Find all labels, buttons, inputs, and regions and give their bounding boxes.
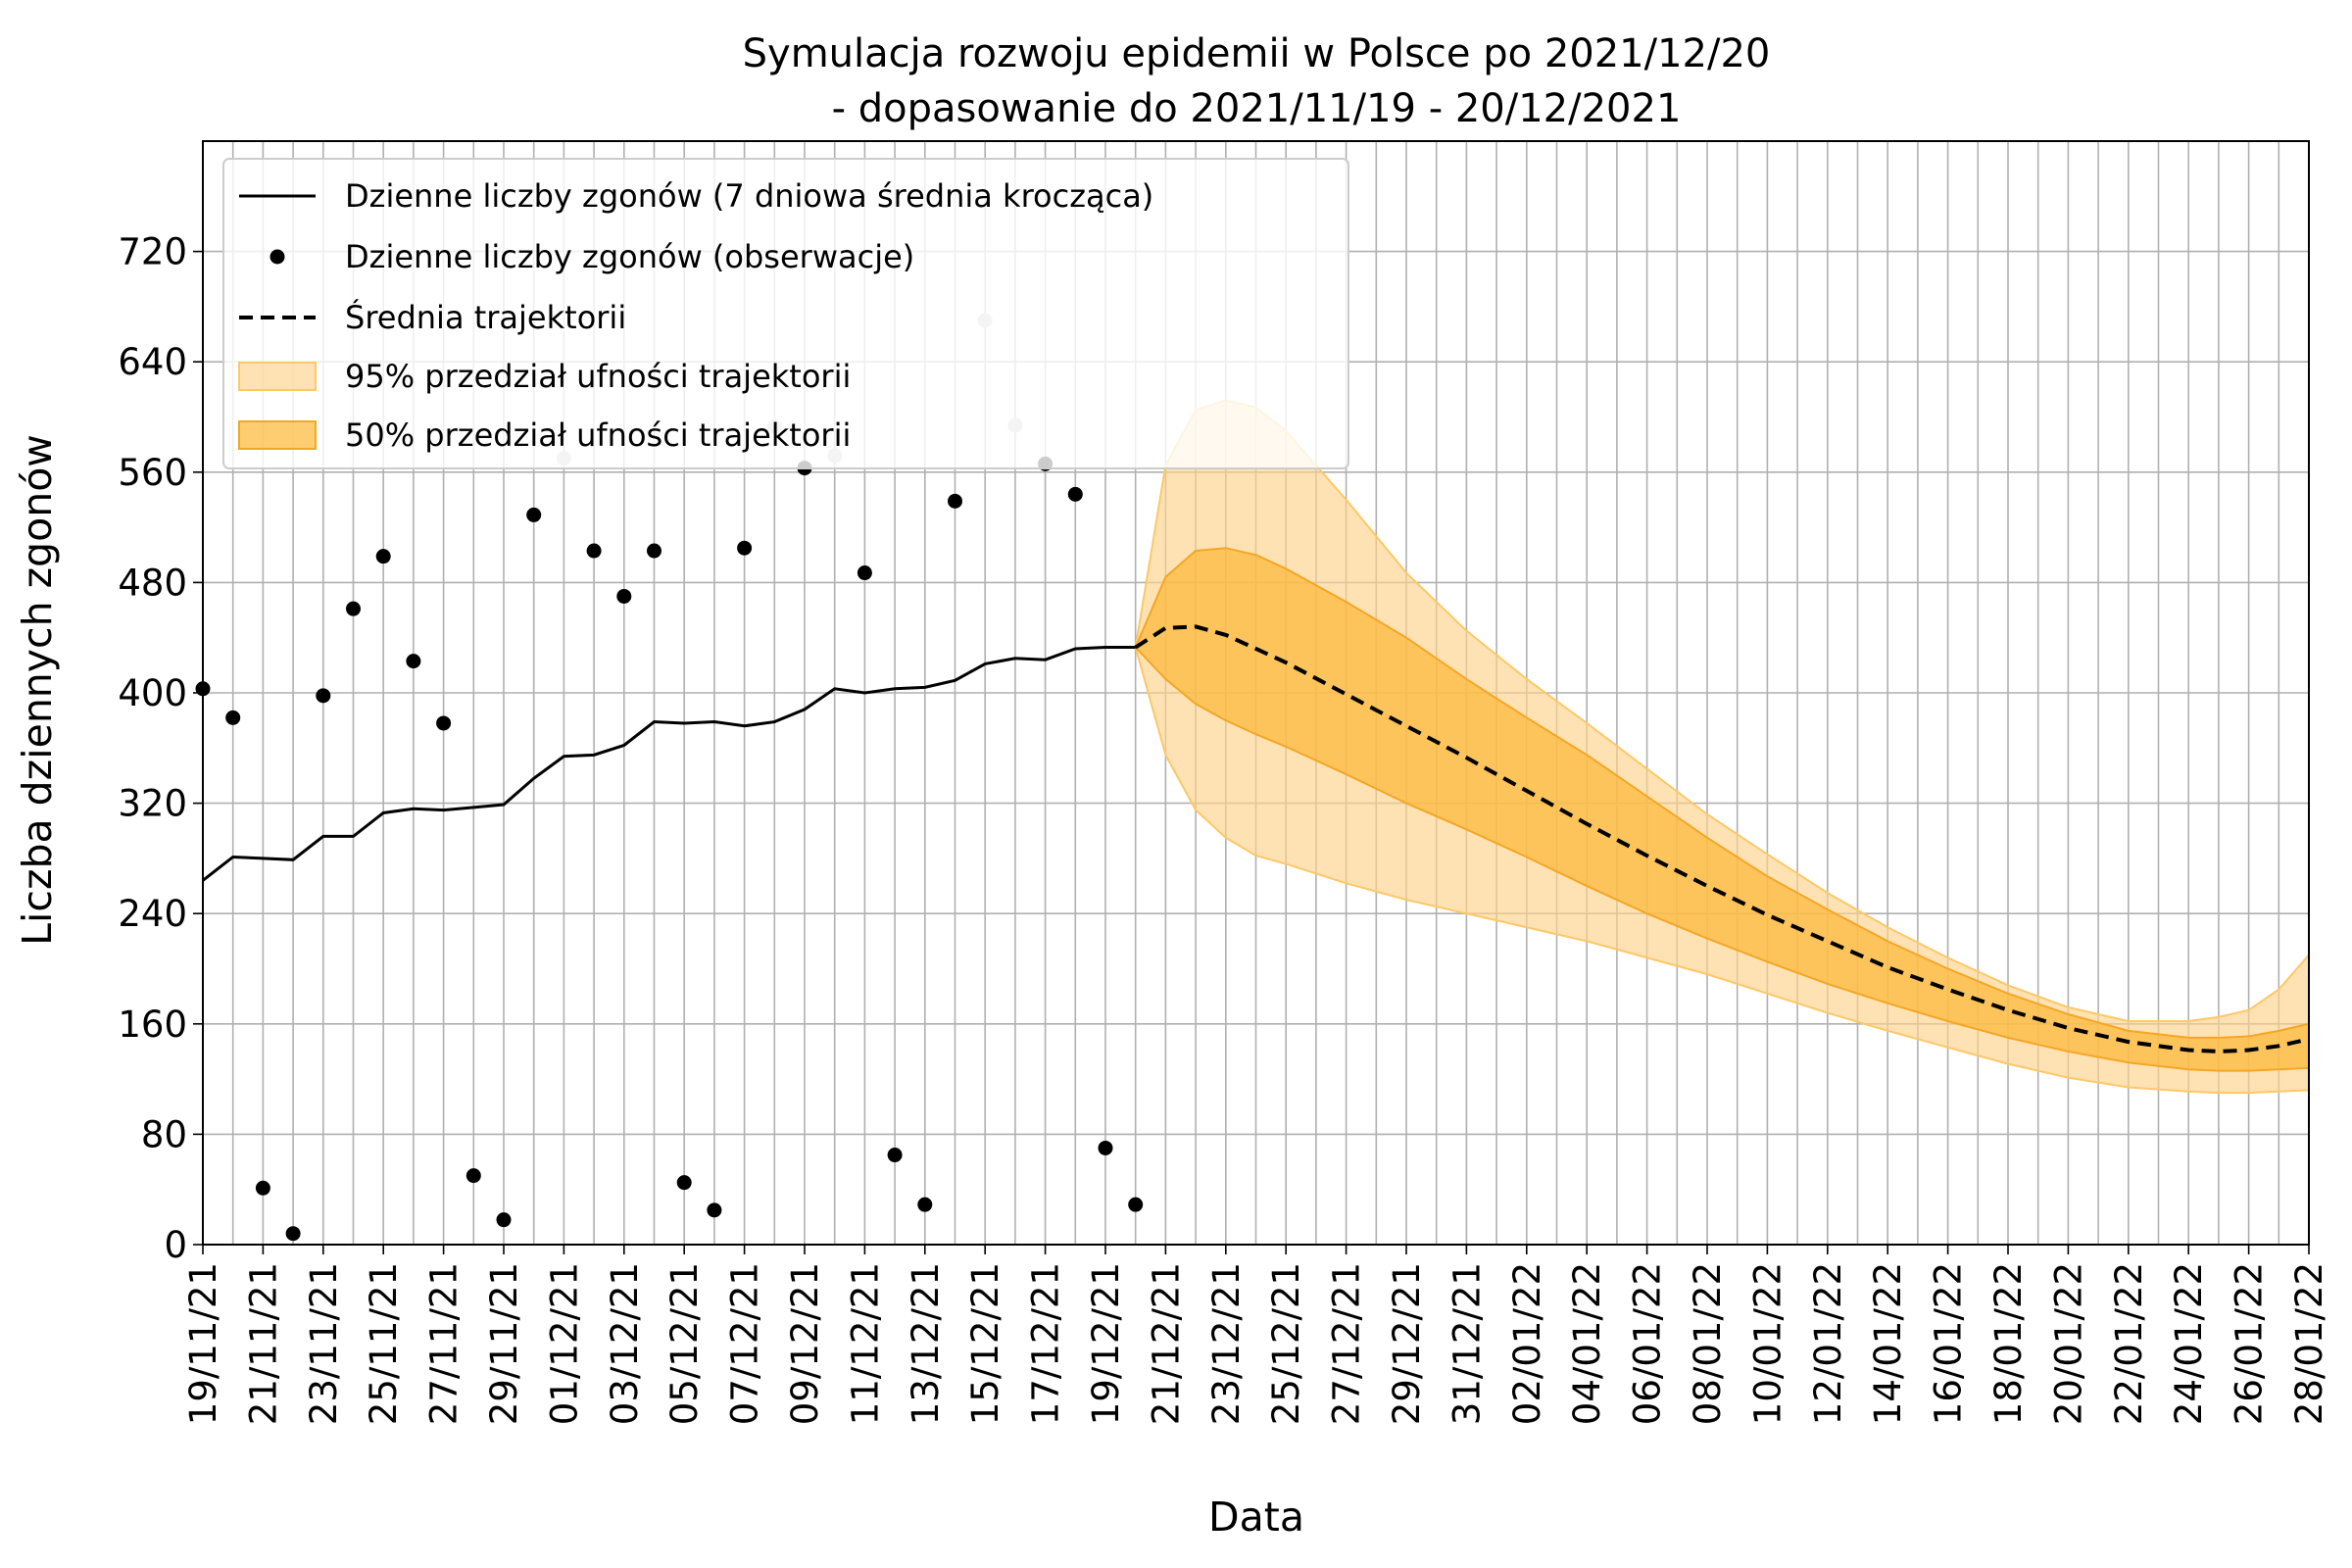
data-point-observation bbox=[466, 1168, 481, 1184]
x-tick-label: 17/12/21 bbox=[1025, 1262, 1067, 1425]
x-tick-label: 12/01/22 bbox=[1807, 1262, 1849, 1425]
y-tick-label: 240 bbox=[118, 893, 187, 935]
lines-layer bbox=[202, 624, 2310, 1054]
legend-box bbox=[222, 158, 1349, 469]
x-tick-label: 04/01/22 bbox=[1566, 1262, 1608, 1425]
data-point-observation bbox=[406, 654, 421, 669]
x-tick-label: 13/12/21 bbox=[905, 1262, 947, 1425]
x-tick-label: 11/12/21 bbox=[844, 1262, 886, 1425]
x-tick-label: 07/12/21 bbox=[724, 1262, 766, 1425]
legend-label: 50% przedział ufności trajektorii bbox=[345, 416, 851, 454]
data-point-observation bbox=[285, 1226, 301, 1242]
x-tick-label: 18/01/22 bbox=[1987, 1262, 2030, 1425]
y-axis-label: Liczba dziennych zgonów bbox=[14, 434, 61, 946]
y-tick-label: 320 bbox=[118, 783, 187, 825]
y-tick-label: 480 bbox=[118, 562, 187, 604]
chart-title: Symulacja rozwoju epidemii w Polsce po 2… bbox=[743, 31, 1771, 76]
x-tick-label: 21/12/21 bbox=[1145, 1262, 1187, 1425]
data-point-observation bbox=[887, 1148, 903, 1163]
legend-label: Dzienne liczby zgonów (obserwacje) bbox=[345, 238, 914, 275]
x-tick-label: 10/01/22 bbox=[1746, 1262, 1788, 1425]
data-point-observation bbox=[346, 601, 361, 616]
data-point-observation bbox=[857, 565, 872, 581]
x-tick-label: 22/01/22 bbox=[2108, 1262, 2150, 1425]
x-tick-label: 01/12/21 bbox=[543, 1262, 585, 1425]
x-tick-label: 25/11/21 bbox=[363, 1262, 405, 1425]
x-tick-label: 14/01/22 bbox=[1867, 1262, 1909, 1425]
series-line-mean-trajectory bbox=[1134, 624, 2310, 1054]
x-tick-label: 19/11/21 bbox=[182, 1262, 224, 1425]
data-point-observation bbox=[586, 543, 602, 559]
y-tick-label: 720 bbox=[118, 231, 187, 273]
y-tick-label: 80 bbox=[141, 1113, 187, 1155]
data-point-observation bbox=[707, 1202, 722, 1218]
legend-swatch-dot bbox=[270, 249, 285, 265]
x-tick-label: 25/12/21 bbox=[1265, 1262, 1307, 1425]
x-tick-label: 09/12/21 bbox=[784, 1262, 826, 1425]
x-tick-label: 16/01/22 bbox=[1928, 1262, 1970, 1425]
x-tick-label: 20/01/22 bbox=[2047, 1262, 2089, 1425]
x-tick-label: 05/12/21 bbox=[663, 1262, 706, 1425]
data-point-observation bbox=[616, 588, 632, 604]
data-point-observation bbox=[1128, 1197, 1144, 1212]
data-point-observation bbox=[647, 543, 662, 559]
data-point-observation bbox=[496, 1212, 512, 1228]
data-point-observation bbox=[917, 1197, 933, 1212]
x-tick-label: 29/11/21 bbox=[483, 1262, 525, 1425]
chart-subtitle: - dopasowanie do 2021/11/19 - 20/12/2021 bbox=[832, 86, 1682, 131]
legend-label: 95% przedział ufności trajektorii bbox=[345, 358, 851, 395]
x-tick-label: 02/01/22 bbox=[1506, 1262, 1548, 1425]
legend-label: Dzienne liczby zgonów (7 dniowa średnia … bbox=[345, 177, 1153, 215]
data-point-observation bbox=[526, 507, 542, 522]
x-tick-label: 03/12/21 bbox=[604, 1262, 646, 1425]
x-tick-label: 29/12/21 bbox=[1386, 1262, 1428, 1425]
x-tick-label: 31/12/21 bbox=[1446, 1262, 1488, 1425]
x-tick-label: 06/01/22 bbox=[1627, 1262, 1669, 1425]
data-point-observation bbox=[375, 549, 391, 564]
x-tick-label: 15/12/21 bbox=[964, 1262, 1006, 1425]
x-tick-label: 21/11/21 bbox=[242, 1262, 284, 1425]
x-tick-label: 23/11/21 bbox=[303, 1262, 345, 1425]
x-tick-label: 27/11/21 bbox=[423, 1262, 466, 1425]
data-point-observation bbox=[737, 540, 753, 556]
data-point-observation bbox=[1067, 486, 1083, 502]
data-point-observation bbox=[225, 710, 241, 725]
data-point-observation bbox=[436, 715, 452, 731]
y-tick-label: 640 bbox=[118, 341, 187, 383]
legend-swatch-band95 bbox=[238, 362, 317, 391]
data-point-observation bbox=[255, 1180, 270, 1196]
y-tick-label: 0 bbox=[164, 1224, 187, 1266]
legend: Dzienne liczby zgonów (7 dniowa średnia … bbox=[222, 158, 1349, 469]
data-point-observation bbox=[948, 493, 962, 509]
data-point-observation bbox=[676, 1175, 692, 1191]
chart-title-group: Symulacja rozwoju epidemii w Polsce po 2… bbox=[743, 31, 1771, 131]
x-tick-label: 08/01/22 bbox=[1687, 1262, 1729, 1425]
legend-swatch-band50 bbox=[238, 420, 317, 450]
y-tick-label: 400 bbox=[118, 672, 187, 714]
x-tick-label: 28/01/22 bbox=[2288, 1262, 2330, 1425]
ticks-layer: 0 80 160 240 320 400 480 560 640 720 19/11/21 21/11… bbox=[118, 231, 2330, 1426]
y-tick-label: 560 bbox=[118, 452, 187, 494]
series-line-moving-average bbox=[202, 646, 1136, 882]
x-tick-label: 23/12/21 bbox=[1205, 1262, 1248, 1425]
data-point-observation bbox=[1098, 1140, 1113, 1155]
x-tick-label: 19/12/21 bbox=[1085, 1262, 1127, 1425]
data-point-observation bbox=[316, 688, 331, 704]
x-tick-label: 24/01/22 bbox=[2168, 1262, 2210, 1425]
x-axis-label: Data bbox=[1208, 1494, 1304, 1541]
x-tick-label: 27/12/21 bbox=[1326, 1262, 1368, 1425]
y-tick-label: 160 bbox=[118, 1004, 187, 1046]
x-tick-label: 26/01/22 bbox=[2229, 1262, 2271, 1425]
legend-label: Średnia trajektorii bbox=[345, 298, 626, 336]
